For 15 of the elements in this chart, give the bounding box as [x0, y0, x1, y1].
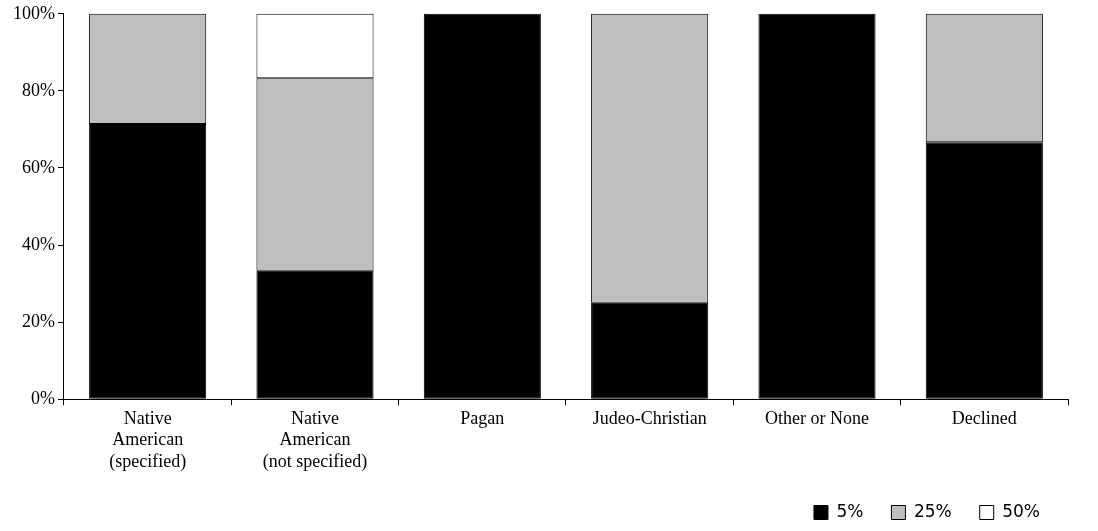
legend-label: 5% [836, 500, 864, 521]
x-tick-label: Native American (not specified) [262, 407, 368, 472]
y-tick-label: 100% [12, 2, 55, 23]
x-tick-label: Other or None [765, 407, 869, 428]
x-tick-label: Native American (specified) [109, 407, 187, 472]
legend-label: 50% [1002, 500, 1041, 521]
x-tick-label: Declined [951, 407, 1017, 428]
y-tick-label: 80% [21, 79, 55, 100]
legend-label: 25% [913, 500, 952, 521]
x-tick-label: Judeo-Christian [592, 407, 707, 428]
x-tick-label: Pagan [460, 407, 505, 428]
y-tick-label: 40% [21, 233, 55, 254]
y-tick-label: 60% [21, 156, 55, 177]
y-tick-label: 0% [30, 387, 55, 408]
y-tick-label: 20% [21, 310, 55, 331]
